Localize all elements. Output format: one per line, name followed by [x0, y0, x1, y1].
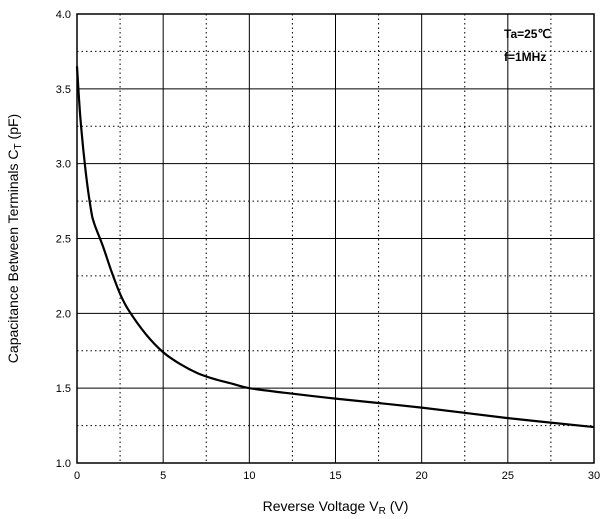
major-grid: [77, 14, 594, 463]
x-axis-title-unit: (V): [386, 498, 409, 514]
x-tick-label: 0: [74, 470, 80, 482]
x-tick-labels: 0 5 10 15 20 25 30: [74, 470, 600, 482]
x-tick-label: 20: [416, 470, 428, 482]
x-tick-label: 30: [588, 470, 600, 482]
x-axis-title-main: Reverse Voltage V: [263, 498, 380, 514]
y-axis-title-sub: T: [13, 143, 24, 149]
y-tick-label: 3.0: [56, 159, 71, 171]
y-tick-label: 1.5: [56, 383, 71, 395]
x-tick-label: 5: [160, 470, 166, 482]
condition-frequency: f=1MHz: [504, 50, 546, 64]
x-tick-label: 10: [243, 470, 255, 482]
x-axis-title: Reverse Voltage VR (V): [263, 498, 409, 517]
y-tick-labels: 1.0 1.5 2.0 2.5 3.0 3.5 4.0: [56, 9, 71, 470]
capacitance-curve: [75, 66, 595, 429]
x-axis-title-sub: R: [379, 506, 386, 517]
curves: [75, 66, 595, 429]
plot-frame: [76, 13, 595, 464]
x-tick-label: 15: [329, 470, 341, 482]
x-tick-label: 25: [502, 470, 514, 482]
y-tick-label: 2.0: [56, 308, 71, 320]
condition-temperature: Ta=25℃: [504, 27, 551, 41]
y-axis-title-main: Capacitance Between Terminals C: [5, 149, 21, 363]
y-tick-label: 1.0: [56, 458, 71, 470]
y-axis-title: Capacitance Between Terminals CT (pF): [5, 114, 24, 363]
y-axis-title-unit: (pF): [5, 114, 21, 144]
y-tick-label: 2.5: [56, 234, 71, 246]
y-tick-label: 3.5: [56, 84, 71, 96]
y-tick-label: 4.0: [56, 9, 71, 21]
